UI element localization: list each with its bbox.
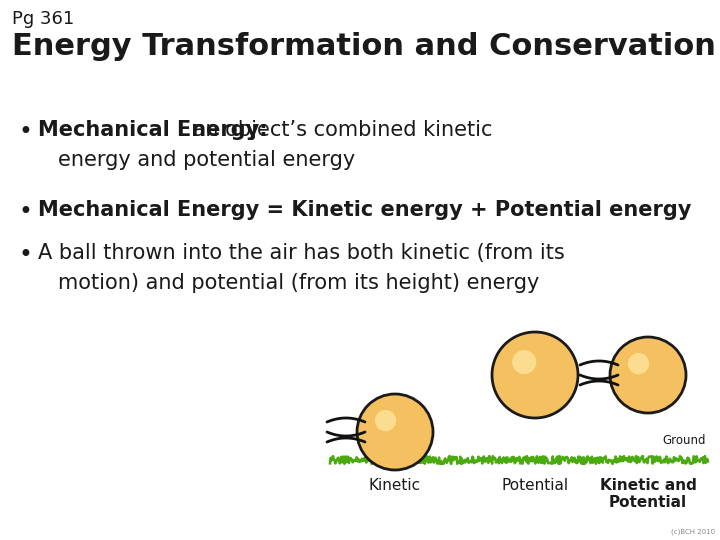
Text: •: • [18, 120, 32, 144]
Text: •: • [18, 200, 32, 224]
Text: Mechanical Energy = Kinetic energy + Potential energy: Mechanical Energy = Kinetic energy + Pot… [38, 200, 691, 220]
Text: motion) and potential (from its height) energy: motion) and potential (from its height) … [58, 273, 539, 293]
Text: (c)BCH 2010: (c)BCH 2010 [671, 529, 715, 535]
Circle shape [512, 350, 536, 374]
Text: Mechanical Energy:: Mechanical Energy: [38, 120, 268, 140]
Text: •: • [18, 243, 32, 267]
Text: an object’s combined kinetic: an object’s combined kinetic [186, 120, 492, 140]
Text: Ground: Ground [662, 434, 706, 447]
Text: A ball thrown into the air has both kinetic (from its: A ball thrown into the air has both kine… [38, 243, 564, 263]
Text: Potential: Potential [609, 495, 687, 510]
Text: Pg 361: Pg 361 [12, 10, 74, 28]
Text: Kinetic: Kinetic [369, 478, 421, 493]
Text: Kinetic and: Kinetic and [600, 478, 696, 493]
Text: energy and potential energy: energy and potential energy [58, 150, 355, 170]
Circle shape [492, 332, 578, 418]
Circle shape [610, 337, 686, 413]
Text: Potential: Potential [501, 478, 569, 493]
Circle shape [357, 394, 433, 470]
Circle shape [628, 353, 649, 374]
Text: Energy Transformation and Conservation: Energy Transformation and Conservation [12, 32, 716, 61]
Circle shape [375, 410, 396, 431]
